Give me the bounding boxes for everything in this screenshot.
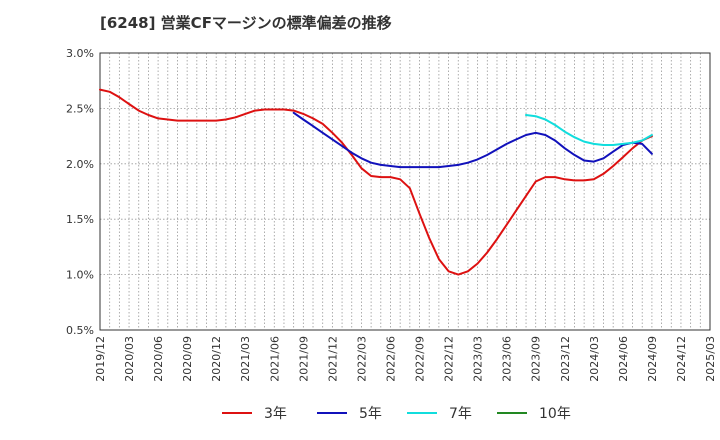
series-line: [99, 88, 653, 276]
x-tick-label: 2020/06: [152, 336, 165, 382]
y-tick-label: 0.5%: [66, 324, 94, 337]
x-tick-label: 2021/09: [297, 336, 310, 382]
y-tick-label: 2.0%: [66, 158, 94, 171]
grid-layer: [100, 53, 710, 330]
x-tick-label: 2024/09: [646, 336, 659, 382]
x-tick-label: 2021/03: [239, 336, 252, 382]
x-tick-label: 2020/12: [210, 336, 223, 382]
legend-label: 5年: [359, 406, 382, 422]
x-tick-label: 2022/12: [443, 336, 456, 382]
x-tick-label: 2024/06: [617, 336, 630, 382]
x-tick-label: 2021/06: [268, 336, 281, 382]
x-tick-label: 2025/03: [704, 336, 717, 382]
y-tick-label: 3.0%: [66, 47, 94, 60]
plot-frame: [99, 52, 711, 331]
x-tick-label: 2020/03: [123, 336, 136, 382]
x-tick-label: 2019/12: [94, 336, 107, 382]
x-tick-label: 2024/03: [588, 336, 601, 382]
series-line: [292, 111, 653, 169]
x-tick-label: 2023/09: [530, 336, 543, 382]
x-tick-label: 2023/12: [559, 336, 572, 382]
y-tick-label: 2.5%: [66, 102, 94, 115]
series-layer: [99, 88, 653, 276]
x-tick-label: 2022/06: [384, 336, 397, 382]
legend-label: 7年: [449, 406, 472, 422]
x-tick-label: 2024/12: [675, 336, 688, 382]
y-tick-label: 1.5%: [66, 213, 94, 226]
legend-label: 10年: [539, 406, 571, 422]
x-tick-label: 2022/09: [414, 336, 427, 382]
y-tick-label: 1.0%: [66, 269, 94, 282]
x-tick-label: 2022/03: [355, 336, 368, 382]
x-tick-label: 2023/03: [472, 336, 485, 382]
axis-layer: 0.5% 1.0% 1.5% 2.0% 2.5% 3.0% 2019/12 2020/03 20…: [66, 47, 717, 382]
legend: 3年 5年 7年 10年: [222, 406, 571, 422]
chart-title: [6248] 営業CFマージンの標準偏差の推移: [100, 14, 392, 32]
legend-label: 3年: [264, 406, 287, 422]
x-tick-label: 2023/06: [501, 336, 514, 382]
x-tick-label: 2020/09: [181, 336, 194, 382]
series-line: [525, 114, 653, 146]
x-tick-label: 2021/12: [326, 336, 339, 382]
